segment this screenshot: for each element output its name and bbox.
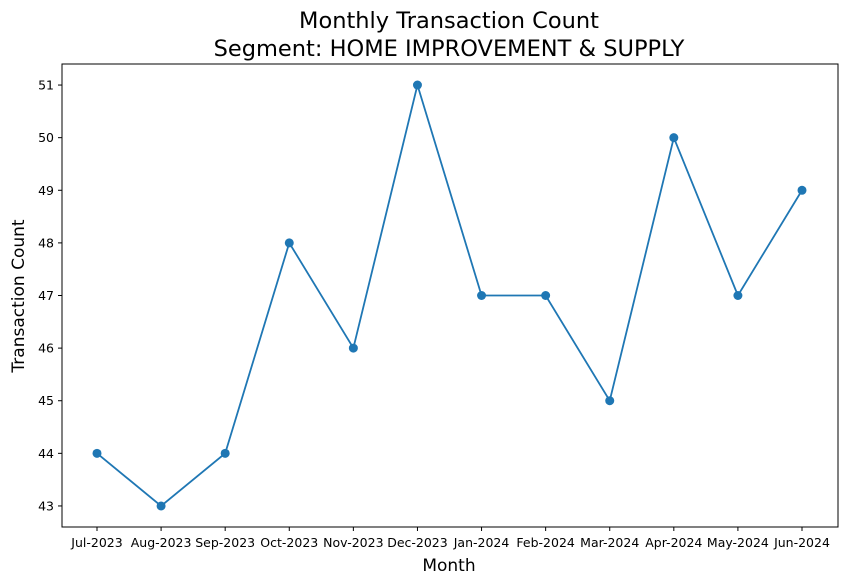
x-tick-label: Jun-2024 xyxy=(773,535,830,550)
data-point-marker xyxy=(156,501,166,511)
y-axis-label: Transaction Count xyxy=(9,219,29,373)
data-point-marker xyxy=(477,291,487,300)
series-markers xyxy=(92,80,807,511)
y-tick-label: 45 xyxy=(38,393,54,408)
x-tick-label: Jul-2023 xyxy=(70,535,122,550)
data-point-marker xyxy=(669,133,679,143)
y-axis: 43 44 45 46 47 48 49 50 51 xyxy=(38,78,62,513)
x-tick-label: Nov-2023 xyxy=(323,535,383,550)
x-tick-label: Feb-2024 xyxy=(516,535,575,550)
data-point-marker xyxy=(541,291,551,300)
y-tick-label: 50 xyxy=(38,130,54,145)
x-axis: Jul-2023 Aug-2023 Sep-2023 Oct-2023 Nov-2023… xyxy=(70,527,830,550)
x-axis-label: Month xyxy=(422,556,475,576)
y-tick-label: 46 xyxy=(38,341,54,356)
x-tick-label: Apr-2024 xyxy=(645,535,702,550)
data-point-marker xyxy=(605,396,615,406)
x-tick-label: May-2024 xyxy=(707,535,769,550)
y-tick-label: 49 xyxy=(38,183,54,198)
x-tick-label: Sep-2023 xyxy=(195,535,255,550)
data-point-marker xyxy=(412,80,422,90)
data-point-marker xyxy=(92,448,102,458)
x-tick-label: Dec-2023 xyxy=(387,535,448,550)
y-tick-label: 44 xyxy=(38,446,54,461)
data-point-marker xyxy=(797,185,807,195)
y-tick-label: 51 xyxy=(38,78,54,93)
y-tick-label: 48 xyxy=(38,235,54,250)
x-tick-label: Oct-2023 xyxy=(260,535,318,550)
data-point-marker xyxy=(220,448,230,458)
x-tick-label: Jan-2024 xyxy=(453,535,510,550)
x-tick-label: Aug-2023 xyxy=(131,535,192,550)
chart-subtitle: Segment: HOME IMPROVEMENT & SUPPLY xyxy=(214,36,685,62)
data-point-marker xyxy=(348,343,358,353)
y-tick-label: 47 xyxy=(38,288,54,303)
x-tick-label: Mar-2024 xyxy=(580,535,639,550)
y-tick-label: 43 xyxy=(38,498,54,513)
plot-area-frame xyxy=(61,63,839,528)
chart-title: Monthly Transaction Count xyxy=(299,8,599,34)
data-point-marker xyxy=(733,291,743,300)
series-line xyxy=(96,81,803,508)
data-point-marker xyxy=(284,238,294,248)
